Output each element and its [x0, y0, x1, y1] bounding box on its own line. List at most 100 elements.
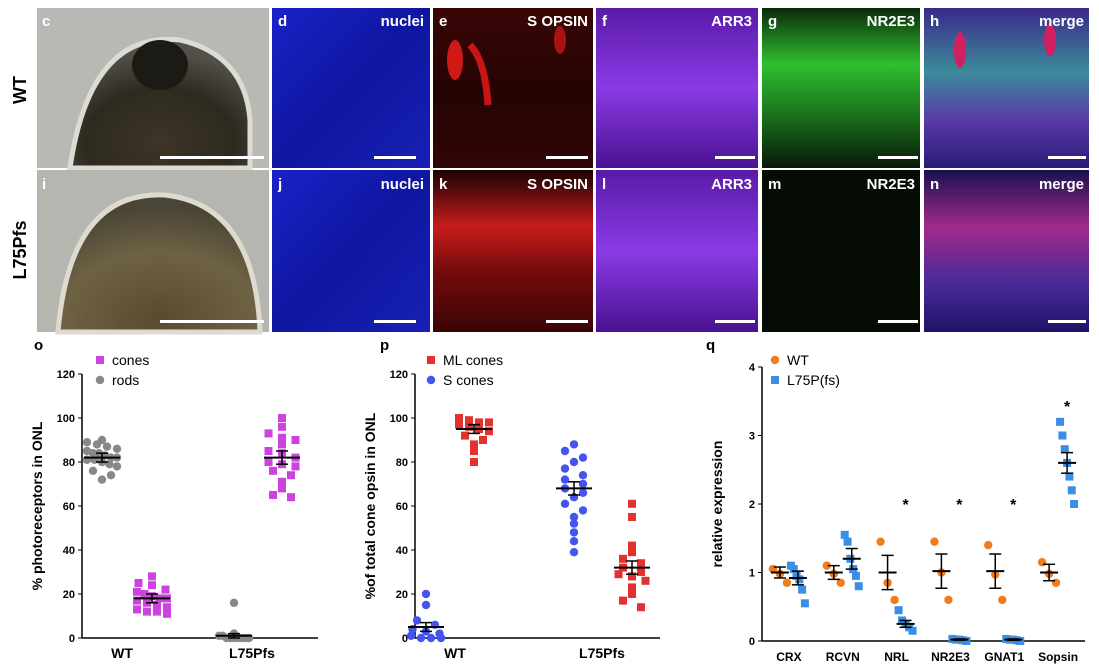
panel-m-label: NR2E3 [867, 176, 915, 193]
chart-q-x-tick-label: GNAT1 [984, 650, 1024, 664]
chart-p-legend-label: S cones [443, 372, 494, 388]
panel-l: l ARR3 [596, 170, 758, 332]
chart-p-point [569, 512, 579, 522]
chart-p-point [569, 548, 579, 557]
chart-q-point [998, 595, 1007, 605]
chart-q-legend-label: L75P(fs) [787, 372, 840, 388]
chart-o-point [278, 484, 286, 493]
chart-o-point [133, 596, 141, 605]
chart-o-point [278, 422, 286, 431]
chart-p-point [406, 631, 416, 640]
chart-p-y-tick-label: 60 [396, 501, 408, 513]
chart-o-point [112, 444, 122, 453]
panel-m: m NR2E3 [762, 170, 920, 332]
chart-o-point [88, 449, 98, 458]
chart-o-point [148, 581, 156, 590]
chart-o-x-tick-label: WT [111, 645, 133, 661]
chart-q-point [1051, 578, 1061, 587]
chart-p-point [614, 570, 623, 579]
chart-o-point [102, 442, 112, 451]
panel-h-label: merge [1039, 13, 1084, 30]
chart-p-point [485, 418, 493, 427]
chart-q-point [1067, 486, 1076, 495]
panel-n-label: merge [1039, 176, 1084, 193]
chart-o-y-label: % photoreceptors in ONL [29, 421, 45, 590]
chart-o-point [112, 462, 122, 471]
chart-p-y-label: %of total cone opsin in ONL [362, 412, 378, 599]
chart-q-point [1056, 417, 1065, 426]
chart-o-point [287, 471, 295, 480]
chart-p-x-tick-label: WT [444, 645, 466, 661]
chart-o-point [229, 598, 239, 607]
chart-o-point [291, 462, 300, 471]
chart-q-point [944, 595, 953, 605]
chart-q-point [930, 537, 939, 546]
chart-o-point [153, 601, 161, 609]
chart-p-point [421, 589, 431, 599]
chart-p-point [455, 420, 463, 429]
panel-k-label: S OPSIN [527, 176, 588, 193]
chart-p-y-tick-label: 120 [390, 369, 408, 381]
panel-l-label: ARR3 [711, 176, 752, 193]
chart-o-point [278, 477, 286, 486]
chart-q-y-tick-label: 3 [749, 431, 755, 443]
chart-o-point [133, 605, 141, 614]
chart-q-y-tick-label: 2 [749, 499, 755, 511]
chart-p-point [479, 436, 487, 444]
panel-f: f ARR3 [596, 8, 758, 168]
chart-q-y-label: relative expression [709, 441, 725, 568]
chart-o-point [134, 579, 143, 587]
chart-q-point [894, 606, 903, 615]
chart-p-point [628, 572, 636, 581]
chart-p-point [461, 431, 469, 440]
panel-m-letter: m [768, 176, 781, 193]
chart-o-y-tick-label: 0 [69, 633, 75, 645]
chart-p-point [475, 418, 483, 427]
chart-q-significance: * [956, 497, 963, 514]
chart-o-legend-label: cones [112, 352, 149, 368]
chart-o-point [287, 493, 295, 502]
panel-i: i [37, 170, 269, 335]
chart-p-point [628, 548, 636, 557]
chart-o-y-tick-label: 60 [63, 501, 75, 513]
chart-p-point [465, 416, 473, 425]
chart-o-legend-marker [95, 375, 105, 385]
chart-p-point [426, 633, 436, 643]
chart-p-point [637, 603, 645, 612]
chart-q-point [1070, 500, 1079, 508]
chart-o-point [264, 447, 273, 455]
chart-o-letter: o [34, 337, 43, 354]
chart-q-point [962, 637, 971, 645]
chart-q-point [890, 595, 899, 605]
chart-q-point [798, 585, 807, 594]
chart-p-y-tick-label: 80 [396, 457, 408, 469]
chart-q-point [876, 537, 885, 546]
panel-g: g NR2E3 [762, 8, 920, 168]
chart-p-point [569, 528, 579, 537]
chart-o-x-tick-label: L75Pfs [229, 645, 275, 661]
panel-d-letter: d [278, 13, 287, 30]
chart-o-point [106, 471, 116, 480]
chart-q-point [789, 565, 798, 574]
panel-h-letter: h [930, 13, 939, 30]
chart-q-point [840, 530, 849, 539]
chart-o-point [163, 609, 171, 618]
chart-o-point [264, 429, 273, 438]
row-label-wt: WT [10, 76, 30, 104]
chart-o: 0 20 40 60 80 100 120 % photoreceptors in ONL WT… [29, 352, 318, 661]
panel-j-label: nuclei [381, 176, 424, 193]
chart-o-y-tick-label: 120 [57, 369, 75, 381]
panel-e: e S OPSIN [433, 8, 593, 168]
chart-p-point [569, 537, 579, 546]
chart-p-point [578, 488, 588, 497]
chart-p-legend-label: ML cones [443, 352, 503, 368]
panel-j: j nuclei [272, 170, 430, 332]
chart-p-point [619, 554, 627, 563]
chart-q-letter: q [706, 337, 715, 354]
chart-q-x-tick-label: NRL [884, 650, 909, 664]
chart-q-point [782, 578, 792, 587]
chart-q-point [822, 561, 831, 570]
chart-q-legend-marker [770, 355, 780, 365]
chart-p-point [560, 475, 570, 484]
